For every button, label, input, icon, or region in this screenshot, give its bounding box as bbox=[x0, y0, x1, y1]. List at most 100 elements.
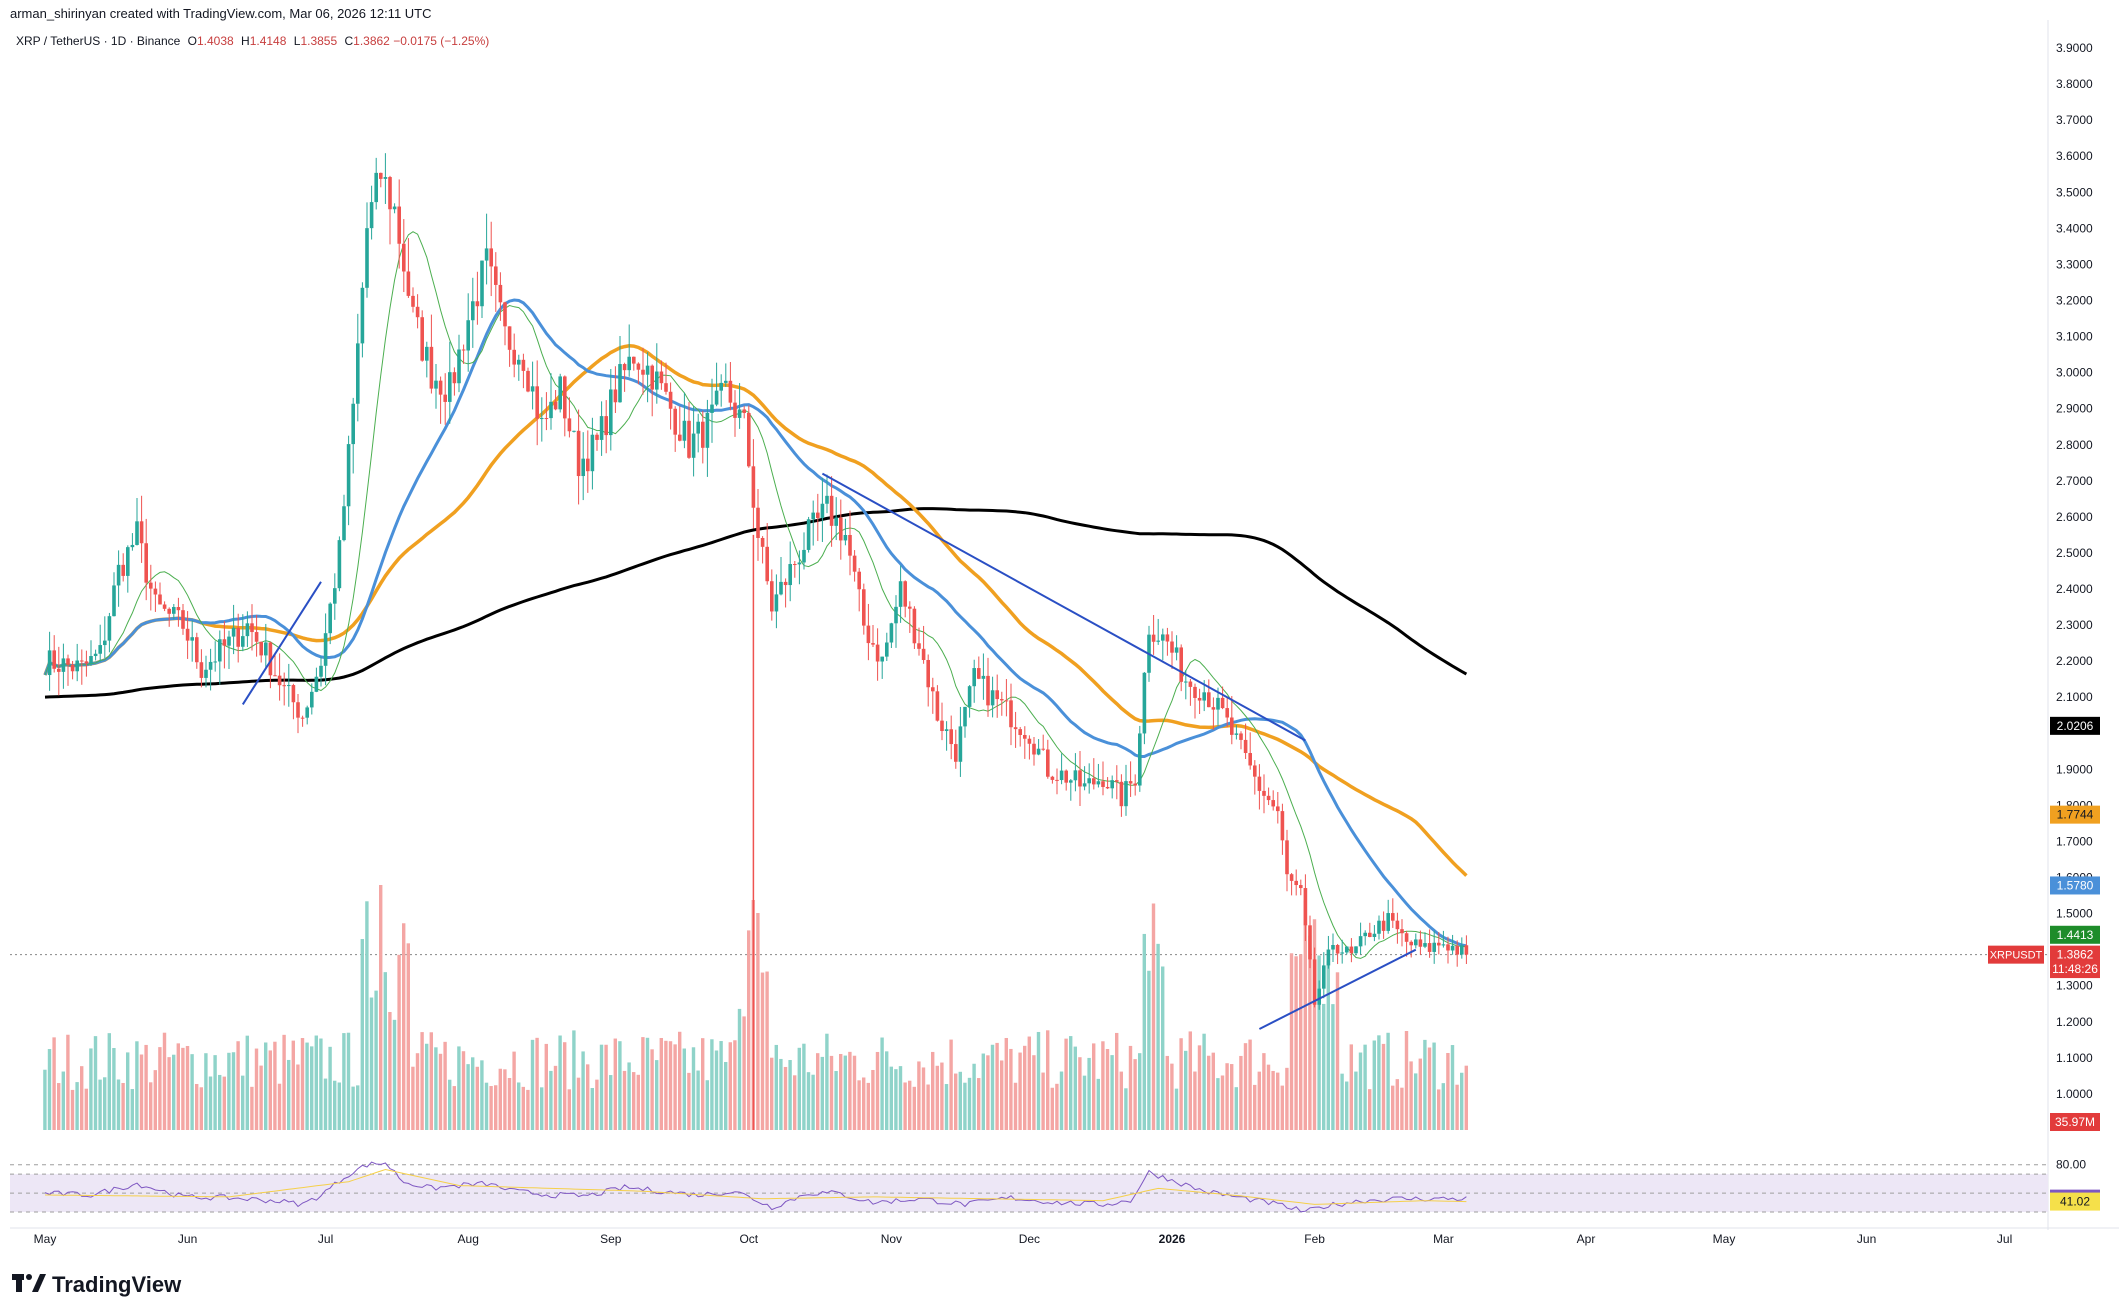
high-value: 1.4148 bbox=[249, 34, 287, 48]
candle-body bbox=[107, 616, 112, 641]
volume-bar bbox=[360, 939, 364, 1130]
candle-body bbox=[1073, 770, 1078, 781]
candle-body bbox=[1096, 781, 1101, 785]
volume-bar bbox=[664, 1040, 668, 1130]
candle-body bbox=[912, 608, 917, 644]
volume-bar bbox=[1372, 1040, 1376, 1130]
candle-body bbox=[70, 664, 75, 672]
ohlc-legend: XRP / TetherUS · 1D · Binance O1.4038 H1… bbox=[16, 34, 489, 48]
volume-bar bbox=[1404, 1031, 1409, 1130]
candle-body bbox=[714, 390, 719, 405]
time-tick-label: Jul bbox=[1997, 1232, 2012, 1246]
candle-body bbox=[1142, 672, 1147, 734]
volume-bar bbox=[218, 1074, 222, 1130]
volume-bar bbox=[682, 1048, 686, 1130]
candle-body bbox=[452, 372, 457, 384]
price-tick-label: 2.8000 bbox=[2056, 438, 2093, 452]
volume-bar bbox=[645, 1037, 650, 1130]
volume-bar bbox=[1041, 1072, 1045, 1130]
volume-bar bbox=[595, 1079, 599, 1130]
volume-bar bbox=[1073, 1046, 1077, 1130]
volume-bar bbox=[691, 1047, 696, 1130]
volume-bar bbox=[535, 1037, 539, 1130]
volume-bar bbox=[130, 1089, 134, 1130]
volume-bar bbox=[475, 1066, 479, 1130]
time-axis: May Jun Jul Aug Sep Oct Nov Dec 2026 Feb Mar Apr May… bbox=[10, 1227, 2119, 1246]
candle-body bbox=[857, 571, 861, 590]
volume-bar bbox=[770, 1057, 774, 1130]
volume-bar bbox=[774, 1044, 778, 1130]
volume-bar bbox=[498, 1068, 502, 1130]
volume-bar bbox=[429, 1032, 433, 1130]
volume-bar bbox=[190, 1054, 194, 1130]
candle-body bbox=[595, 434, 599, 440]
volume-bar bbox=[107, 1033, 111, 1130]
candle-body bbox=[834, 517, 838, 526]
candle-body bbox=[61, 658, 66, 672]
candle-body bbox=[1455, 945, 1459, 955]
tradingview-brand[interactable]: TradingView bbox=[12, 1272, 181, 1298]
candle-body bbox=[1243, 739, 1248, 754]
candle-body bbox=[57, 668, 61, 672]
volume-bar bbox=[342, 1033, 346, 1130]
volume-bar bbox=[1082, 1075, 1087, 1130]
ma-100-line bbox=[43, 344, 1468, 877]
trendline bbox=[821, 472, 1306, 742]
volume-bar bbox=[448, 1079, 452, 1130]
candle-body bbox=[153, 588, 158, 595]
candle-body bbox=[1414, 939, 1418, 946]
price-chart[interactable]: 3.9000 3.8000 3.7000 3.6000 3.5000 3.4000 3.30… bbox=[0, 0, 2119, 1260]
candle-body bbox=[287, 685, 291, 687]
volume-bar bbox=[273, 1041, 277, 1130]
candle-body bbox=[1423, 943, 1427, 947]
candle-body bbox=[1322, 965, 1326, 989]
price-badge bbox=[2050, 716, 2100, 735]
candle-body bbox=[1427, 943, 1432, 952]
volume-bar bbox=[526, 1089, 530, 1130]
symbol-label[interactable]: XRP / TetherUS · 1D · Binance bbox=[16, 34, 181, 48]
volume-bar bbox=[135, 1041, 139, 1130]
candle-body bbox=[645, 365, 650, 375]
candle-body bbox=[222, 639, 227, 646]
volume-bar bbox=[1381, 1043, 1386, 1130]
volume-bar bbox=[724, 1061, 728, 1130]
candle-body bbox=[93, 653, 98, 657]
volume-bar bbox=[1285, 1067, 1289, 1130]
candle-body bbox=[880, 656, 884, 662]
volume-bar bbox=[1386, 1032, 1390, 1130]
candle-body bbox=[190, 637, 194, 641]
volume-bar bbox=[1349, 1044, 1353, 1130]
volume-bar bbox=[668, 1041, 673, 1130]
volume-bar bbox=[383, 972, 387, 1130]
candle-body bbox=[1266, 795, 1271, 801]
candle-body bbox=[1225, 708, 1229, 718]
price-tick-label: 2.4000 bbox=[2056, 582, 2093, 596]
candle-body bbox=[1161, 634, 1165, 641]
price-tick-label: 3.9000 bbox=[2056, 41, 2093, 55]
candle-body bbox=[162, 604, 167, 609]
volume-bar bbox=[480, 1060, 484, 1130]
rsi-level-label: 80.00 bbox=[2056, 1158, 2086, 1172]
candle-body bbox=[678, 434, 682, 441]
candle-body bbox=[360, 287, 365, 344]
candle-body bbox=[383, 177, 388, 179]
volume-bar bbox=[1220, 1075, 1225, 1130]
volume-bar bbox=[425, 1043, 429, 1130]
candle-body bbox=[176, 607, 181, 611]
candle-body bbox=[282, 685, 286, 687]
volume-bar bbox=[1377, 1035, 1381, 1130]
price-tick-label: 1.9000 bbox=[2056, 762, 2093, 776]
volume-bar bbox=[268, 1050, 272, 1130]
candle-body bbox=[346, 444, 351, 507]
volume-bar bbox=[931, 1051, 935, 1130]
volume-bar bbox=[756, 912, 760, 1130]
volume-bar bbox=[126, 1052, 130, 1130]
volume-bar bbox=[158, 1047, 162, 1130]
candle-body bbox=[80, 660, 84, 662]
volume-bar bbox=[1276, 1072, 1280, 1130]
candle-body bbox=[1207, 692, 1211, 708]
candle-body bbox=[218, 639, 222, 662]
candle-body bbox=[963, 706, 967, 727]
volume-bar bbox=[1055, 1083, 1059, 1130]
volume-bar bbox=[586, 1064, 590, 1130]
